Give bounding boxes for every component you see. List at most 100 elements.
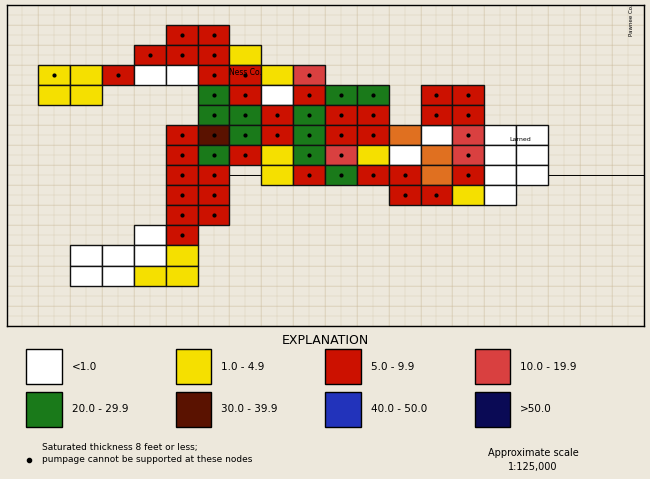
Bar (229, 85, 261, 105)
Bar (38, 65, 70, 85)
Bar (452, 105, 484, 125)
Bar (389, 145, 421, 165)
Text: <1.0: <1.0 (72, 362, 97, 372)
Bar (166, 125, 198, 145)
Bar (261, 125, 293, 145)
Bar (484, 185, 516, 205)
Bar (325, 145, 357, 165)
Text: 5.0 - 9.9: 5.0 - 9.9 (370, 362, 414, 372)
Bar (325, 349, 361, 384)
Bar (474, 392, 510, 427)
Bar (134, 246, 166, 265)
Bar (26, 392, 62, 427)
Bar (261, 85, 293, 105)
Bar (134, 45, 166, 65)
Bar (198, 165, 229, 185)
Bar (357, 105, 389, 125)
Bar (357, 165, 389, 185)
Bar (293, 145, 325, 165)
Text: Approximate scale
1:125,000: Approximate scale 1:125,000 (488, 448, 578, 472)
Bar (516, 125, 548, 145)
Bar (421, 165, 452, 185)
Bar (70, 85, 102, 105)
Bar (293, 65, 325, 85)
Text: 1.0 - 4.9: 1.0 - 4.9 (221, 362, 265, 372)
Bar (134, 265, 166, 285)
Bar (166, 246, 198, 265)
Bar (516, 165, 548, 185)
Bar (452, 85, 484, 105)
Bar (293, 165, 325, 185)
Bar (421, 145, 452, 165)
Text: 30.0 - 39.9: 30.0 - 39.9 (221, 404, 278, 414)
Bar (198, 65, 229, 85)
Bar (70, 265, 102, 285)
Bar (229, 65, 261, 85)
Text: Larned: Larned (510, 137, 532, 142)
Bar (134, 226, 166, 246)
Text: 10.0 - 19.9: 10.0 - 19.9 (520, 362, 577, 372)
Bar (261, 145, 293, 165)
Bar (325, 105, 357, 125)
Text: >50.0: >50.0 (520, 404, 552, 414)
Bar (452, 185, 484, 205)
Bar (325, 125, 357, 145)
Bar (293, 125, 325, 145)
Bar (325, 392, 361, 427)
Bar (166, 205, 198, 226)
Bar (198, 105, 229, 125)
Bar (229, 125, 261, 145)
Text: 20.0 - 29.9: 20.0 - 29.9 (72, 404, 128, 414)
Bar (452, 145, 484, 165)
Bar (70, 246, 102, 265)
Bar (261, 105, 293, 125)
Bar (484, 125, 516, 145)
Bar (166, 265, 198, 285)
Bar (389, 125, 421, 145)
Bar (229, 105, 261, 125)
Bar (474, 349, 510, 384)
Bar (198, 85, 229, 105)
Bar (229, 45, 261, 65)
Text: 40.0 - 50.0: 40.0 - 50.0 (370, 404, 427, 414)
Bar (389, 165, 421, 185)
Bar (198, 25, 229, 45)
Bar (357, 85, 389, 105)
Bar (229, 145, 261, 165)
Bar (484, 145, 516, 165)
Bar (484, 165, 516, 185)
Bar (325, 85, 357, 105)
Bar (176, 349, 211, 384)
Bar (166, 165, 198, 185)
Bar (198, 45, 229, 65)
Bar (421, 125, 452, 145)
Bar (166, 145, 198, 165)
Bar (293, 105, 325, 125)
Bar (166, 65, 198, 85)
Bar (421, 85, 452, 105)
Bar (198, 125, 229, 145)
Text: EXPLANATION: EXPLANATION (281, 333, 369, 347)
Bar (134, 65, 166, 85)
Bar (102, 246, 134, 265)
Bar (26, 349, 62, 384)
Bar (166, 185, 198, 205)
Bar (452, 165, 484, 185)
Bar (70, 65, 102, 85)
Text: Ness Co.: Ness Co. (229, 68, 262, 77)
Bar (357, 145, 389, 165)
Bar (102, 265, 134, 285)
Bar (357, 125, 389, 145)
Bar (516, 145, 548, 165)
Bar (198, 145, 229, 165)
Bar (325, 165, 357, 185)
Bar (261, 65, 293, 85)
Bar (38, 85, 70, 105)
Bar (166, 226, 198, 246)
Bar (261, 165, 293, 185)
Bar (166, 25, 198, 45)
Bar (166, 45, 198, 65)
Text: Saturated thickness 8 feet or less;
pumpage cannot be supported at these nodes: Saturated thickness 8 feet or less; pump… (42, 443, 253, 465)
Bar (421, 105, 452, 125)
Text: Pawnee Co.: Pawnee Co. (629, 4, 634, 36)
